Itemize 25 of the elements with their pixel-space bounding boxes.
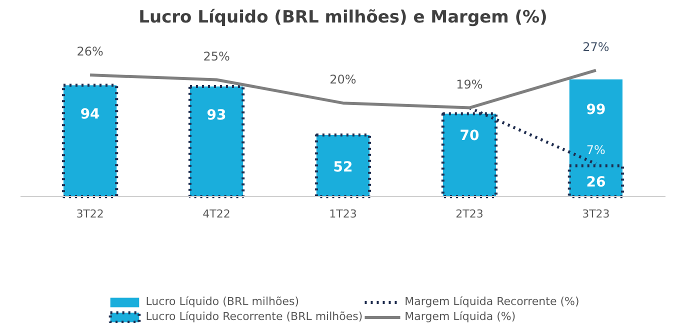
data-label: 25% bbox=[203, 49, 230, 64]
chart-title: Lucro Líquido (BRL milhões) e Margem (%) bbox=[138, 8, 548, 28]
bar bbox=[62, 84, 118, 198]
legend-label: Lucro Líquido Recorrente (BRL milhões) bbox=[146, 310, 363, 323]
data-label: 26 bbox=[586, 174, 606, 191]
data-label: 93 bbox=[206, 108, 226, 124]
data-label: 20% bbox=[330, 72, 356, 87]
data-label: 52 bbox=[333, 159, 353, 176]
bar bbox=[188, 84, 245, 198]
data-label: 7% bbox=[586, 142, 606, 157]
x-tick-label: 2T23 bbox=[456, 208, 484, 221]
x-tick-label: 3T23 bbox=[582, 208, 610, 221]
data-label: 19% bbox=[456, 77, 483, 92]
legend-label: Margem Líquida Recorrente (%) bbox=[404, 295, 580, 308]
data-label: 27% bbox=[582, 40, 610, 54]
data-label: 99 bbox=[586, 102, 606, 118]
x-tick-label: 1T23 bbox=[329, 208, 357, 221]
data-label: 94 bbox=[80, 106, 100, 123]
data-label: 26% bbox=[76, 44, 104, 59]
legend-label: Lucro Líquido (BRL milhões) bbox=[146, 295, 300, 308]
legend-label: Margem Líquida (%) bbox=[404, 310, 516, 323]
x-tick-label: 3T22 bbox=[76, 208, 104, 221]
bar bbox=[314, 134, 372, 198]
data-label: 70 bbox=[460, 128, 480, 144]
x-tick-label: 4T22 bbox=[202, 208, 230, 221]
